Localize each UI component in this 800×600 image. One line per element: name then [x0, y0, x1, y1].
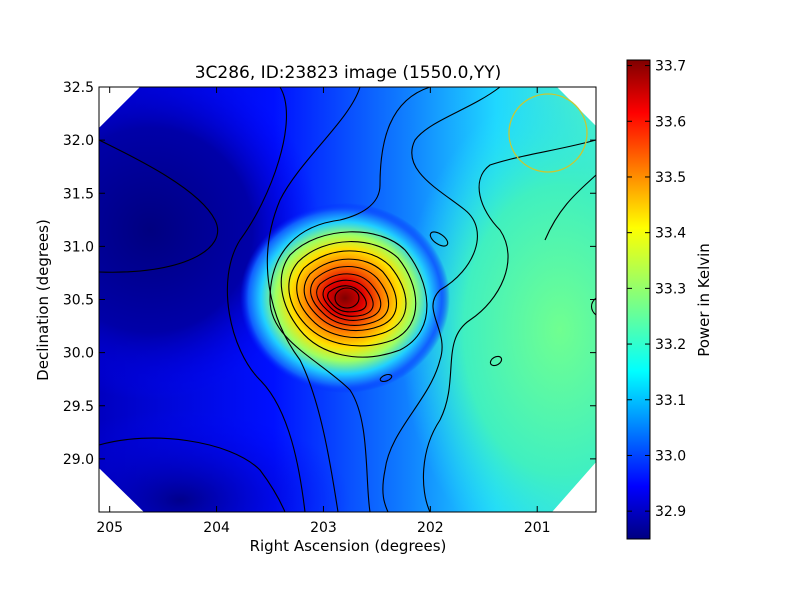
y-axis: 29.0 29.5 30.0 30.5 31.0 31.5 32.0 32.5 [63, 80, 596, 468]
colorbar-tick-label: 33.1 [655, 393, 686, 409]
y-tick-label: 32.0 [63, 133, 94, 149]
colorbar-tick-label: 33.0 [655, 448, 686, 464]
beam-marker [508, 93, 588, 173]
x-tick-label: 204 [203, 520, 230, 536]
x-tick-label: 205 [96, 520, 123, 536]
y-tick-label: 30.5 [63, 293, 94, 309]
y-tick-label: 29.0 [63, 452, 94, 468]
x-tick-label: 202 [417, 520, 444, 536]
plot-area [98, 86, 597, 513]
x-axis-label: Right Ascension (degrees) [250, 537, 447, 555]
x-axis: 205 204 203 202 201 [96, 87, 551, 536]
colorbar: 32.9 33.0 33.1 33.2 33.3 33.4 33.5 33.6 33.7 Pow… [626, 59, 713, 540]
colorbar-tick-label: 33.5 [655, 170, 686, 186]
colorbar-tick-label: 33.2 [655, 337, 686, 353]
x-tick-label: 201 [524, 520, 551, 536]
colorbar-label: Power in Kelvin [695, 243, 713, 357]
y-tick-label: 31.5 [63, 186, 94, 202]
y-tick-label: 29.5 [63, 399, 94, 415]
colorbar-tick-label: 33.7 [655, 59, 686, 75]
colorbar-ticks: 32.9 33.0 33.1 33.2 33.3 33.4 33.5 33.6 33.7 [627, 59, 686, 520]
y-tick-label: 31.0 [63, 239, 94, 255]
chart-title: 3C286, ID:23823 image (1550.0,YY) [195, 63, 502, 83]
x-tick-label: 203 [310, 520, 337, 536]
y-axis-label: Declination (degrees) [34, 219, 52, 381]
y-tick-label: 32.5 [63, 80, 94, 96]
colorbar-tick-label: 33.4 [655, 226, 686, 242]
contour-lines [98, 86, 597, 513]
colorbar-tick-label: 33.3 [655, 281, 686, 297]
colorbar-tick-label: 33.6 [655, 114, 686, 130]
colorbar-tick-label: 32.9 [655, 504, 686, 520]
y-tick-label: 30.0 [63, 346, 94, 362]
